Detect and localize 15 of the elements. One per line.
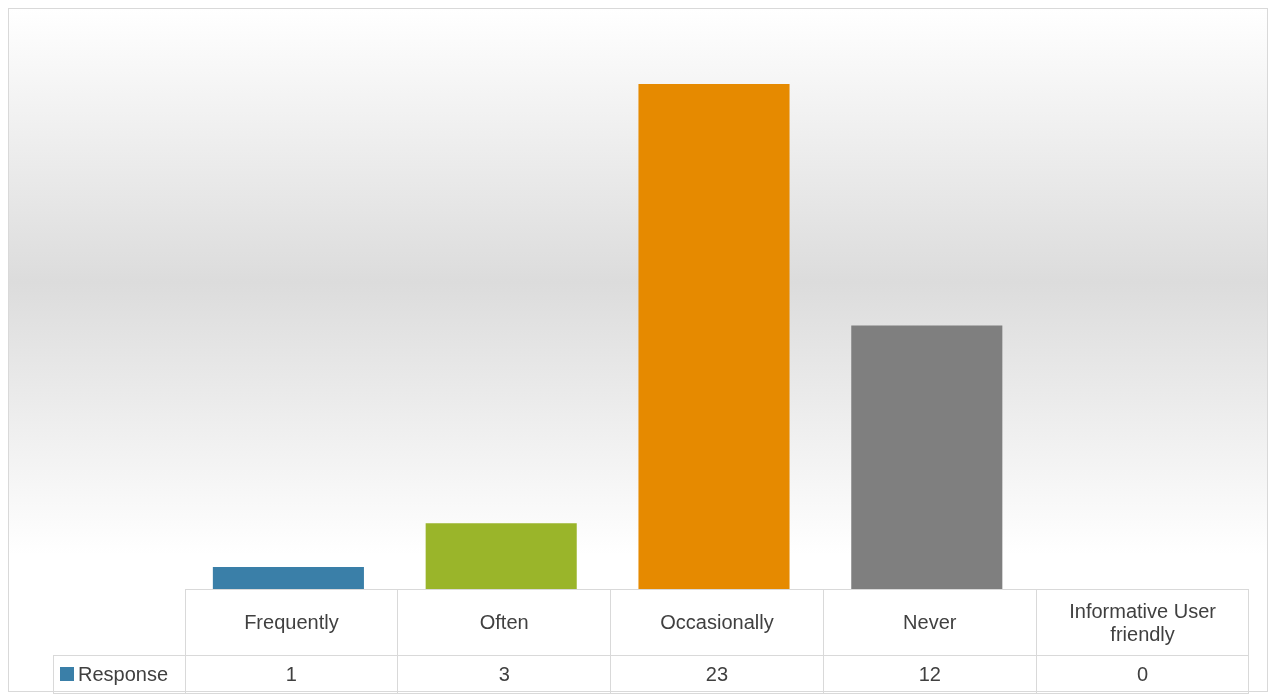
x-tick-label: Often	[397, 589, 611, 656]
data-label: 0	[1036, 655, 1249, 694]
x-tick-label: Frequently	[185, 589, 398, 656]
legend-label: Response	[77, 663, 169, 685]
data-label: 1	[185, 655, 398, 694]
bar	[425, 523, 577, 589]
data-label: 23	[610, 655, 824, 694]
bar	[851, 325, 1003, 589]
data-label: 3	[397, 655, 611, 694]
bar	[638, 84, 790, 589]
x-tick-label: Occasionally	[610, 589, 824, 656]
bar	[212, 567, 364, 589]
x-tick-label: Never	[823, 589, 1037, 656]
x-tick-label: Informative User friendly	[1036, 589, 1249, 656]
data-label: 12	[823, 655, 1037, 694]
